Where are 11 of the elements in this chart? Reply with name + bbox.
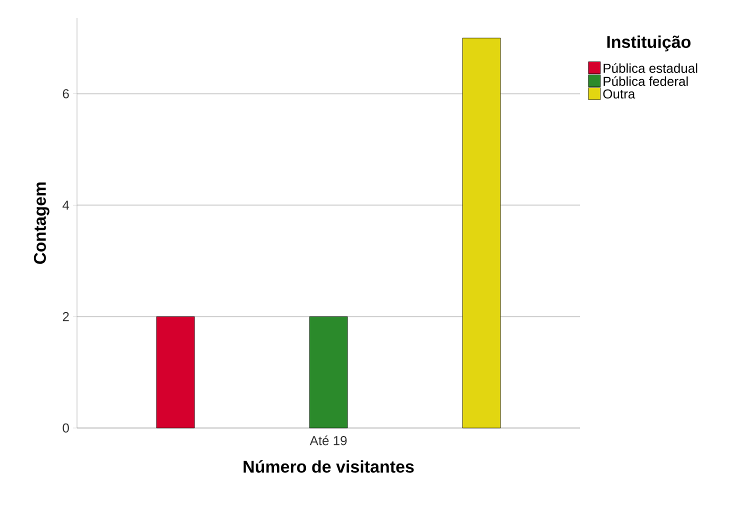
y-tick-label: 2 <box>62 312 69 322</box>
legend-label: Outra <box>603 89 636 99</box>
y-tick-label: 0 <box>62 423 69 433</box>
legend-title: Instituição <box>607 36 691 52</box>
y-tick-label: 4 <box>62 200 70 210</box>
x-axis-title: Número de visitantes <box>244 460 414 473</box>
legend-label: Pública estadual <box>604 63 698 73</box>
legend-label: Pública federal <box>604 76 688 86</box>
y-tick-label: 6 <box>62 89 69 98</box>
x-tick-label: Até 19 <box>310 436 347 446</box>
y-axis-title: Contagem <box>34 182 50 264</box>
